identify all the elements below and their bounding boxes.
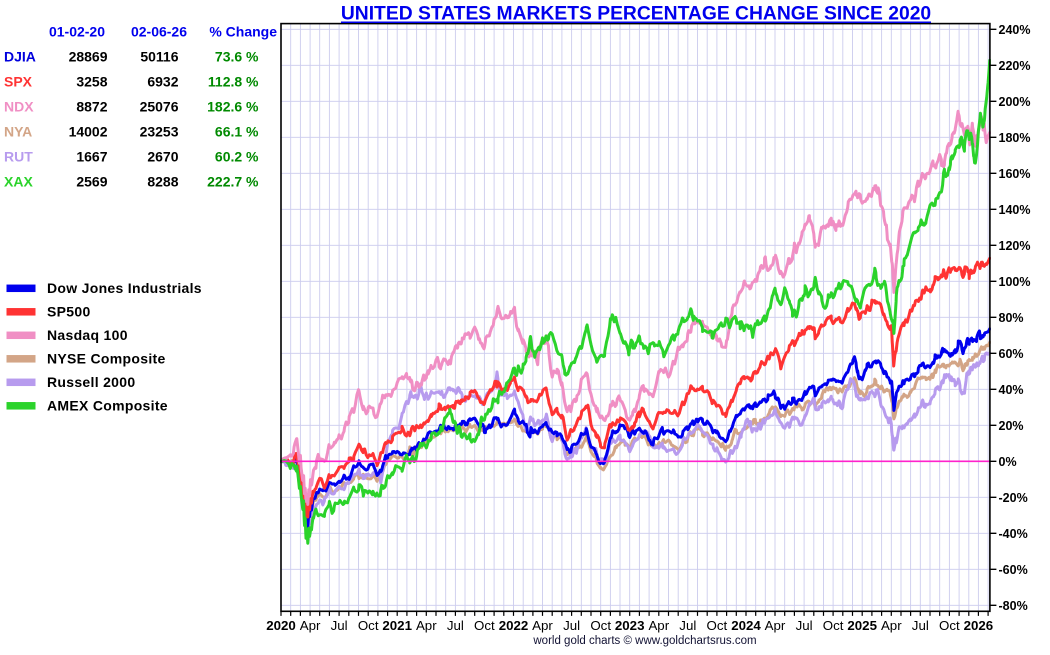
svg-text:200%: 200% [999, 95, 1031, 109]
svg-text:% Change: % Change [209, 24, 277, 40]
svg-text:2025: 2025 [847, 618, 877, 633]
svg-text:112.8 %: 112.8 % [208, 74, 259, 90]
svg-text:Nasdaq 100: Nasdaq 100 [47, 327, 128, 343]
svg-text:80%: 80% [999, 311, 1024, 325]
svg-text:Apr: Apr [881, 618, 902, 633]
svg-text:AMEX Composite: AMEX Composite [47, 398, 168, 414]
svg-text:Jul: Jul [447, 618, 464, 633]
svg-text:Apr: Apr [416, 618, 437, 633]
svg-text:1667: 1667 [76, 149, 107, 165]
svg-text:6932: 6932 [147, 74, 178, 90]
svg-text:Oct: Oct [707, 618, 728, 633]
svg-text:220%: 220% [999, 59, 1031, 73]
svg-text:NDX: NDX [4, 99, 34, 115]
svg-text:Jul: Jul [563, 618, 580, 633]
svg-text:Dow Jones Industrials: Dow Jones Industrials [47, 280, 202, 296]
svg-text:02-06-26: 02-06-26 [131, 24, 187, 40]
svg-text:Jul: Jul [912, 618, 929, 633]
svg-text:240%: 240% [999, 23, 1031, 37]
svg-text:2670: 2670 [147, 149, 178, 165]
svg-text:182.6 %: 182.6 % [207, 99, 259, 115]
svg-text:60.2 %: 60.2 % [215, 149, 259, 165]
svg-text:73.6 %: 73.6 % [215, 49, 259, 65]
svg-text:23253: 23253 [140, 124, 179, 140]
svg-text:UNITED STATES MARKETS PERCENTA: UNITED STATES MARKETS PERCENTAGE CHANGE … [341, 3, 931, 24]
svg-text:RUT: RUT [4, 149, 33, 165]
svg-text:28869: 28869 [69, 49, 108, 65]
svg-text:Apr: Apr [648, 618, 669, 633]
svg-text:8288: 8288 [147, 174, 178, 190]
svg-text:2026: 2026 [964, 618, 994, 633]
svg-text:120%: 120% [999, 239, 1031, 253]
svg-text:2024: 2024 [731, 618, 761, 633]
svg-text:20%: 20% [999, 419, 1024, 433]
svg-text:Oct: Oct [939, 618, 960, 633]
svg-text:SP500: SP500 [47, 304, 91, 320]
svg-text:100%: 100% [999, 275, 1031, 289]
svg-text:180%: 180% [999, 131, 1031, 145]
svg-text:8872: 8872 [76, 99, 107, 115]
svg-text:-60%: -60% [999, 563, 1028, 577]
svg-text:-80%: -80% [999, 599, 1028, 613]
svg-text:2021: 2021 [382, 618, 412, 633]
svg-text:2022: 2022 [499, 618, 529, 633]
svg-text:Oct: Oct [358, 618, 379, 633]
svg-text:Oct: Oct [590, 618, 611, 633]
svg-text:Jul: Jul [679, 618, 696, 633]
svg-text:Oct: Oct [474, 618, 495, 633]
svg-text:DJIA: DJIA [4, 49, 36, 65]
svg-text:160%: 160% [999, 167, 1031, 181]
svg-text:50116: 50116 [140, 49, 178, 65]
svg-text:Oct: Oct [823, 618, 844, 633]
svg-text:40%: 40% [999, 383, 1024, 397]
svg-text:-20%: -20% [999, 491, 1028, 505]
svg-text:NYA: NYA [4, 124, 32, 140]
svg-text:222.7 %: 222.7 % [207, 174, 259, 190]
svg-text:Jul: Jul [331, 618, 348, 633]
svg-text:Apr: Apr [765, 618, 786, 633]
svg-text:Jul: Jul [796, 618, 813, 633]
svg-text:Apr: Apr [300, 618, 321, 633]
svg-text:Apr: Apr [532, 618, 553, 633]
svg-text:140%: 140% [999, 203, 1031, 217]
svg-text:NYSE Composite: NYSE Composite [47, 351, 166, 367]
svg-text:14002: 14002 [69, 124, 108, 140]
svg-text:0%: 0% [999, 455, 1017, 469]
svg-text:world gold charts © www.goldch: world gold charts © www.goldchartsrus.co… [532, 635, 756, 647]
svg-text:66.1 %: 66.1 % [215, 124, 259, 140]
svg-text:01-02-20: 01-02-20 [49, 24, 105, 40]
svg-text:2020: 2020 [266, 618, 296, 633]
svg-text:3258: 3258 [76, 74, 107, 90]
svg-text:60%: 60% [999, 347, 1024, 361]
svg-text:Russell 2000: Russell 2000 [47, 374, 135, 390]
svg-text:2023: 2023 [615, 618, 645, 633]
svg-text:XAX: XAX [4, 174, 33, 190]
svg-text:-40%: -40% [999, 527, 1028, 541]
svg-text:2569: 2569 [76, 174, 107, 190]
svg-text:SPX: SPX [4, 74, 33, 90]
svg-text:25076: 25076 [140, 99, 179, 115]
